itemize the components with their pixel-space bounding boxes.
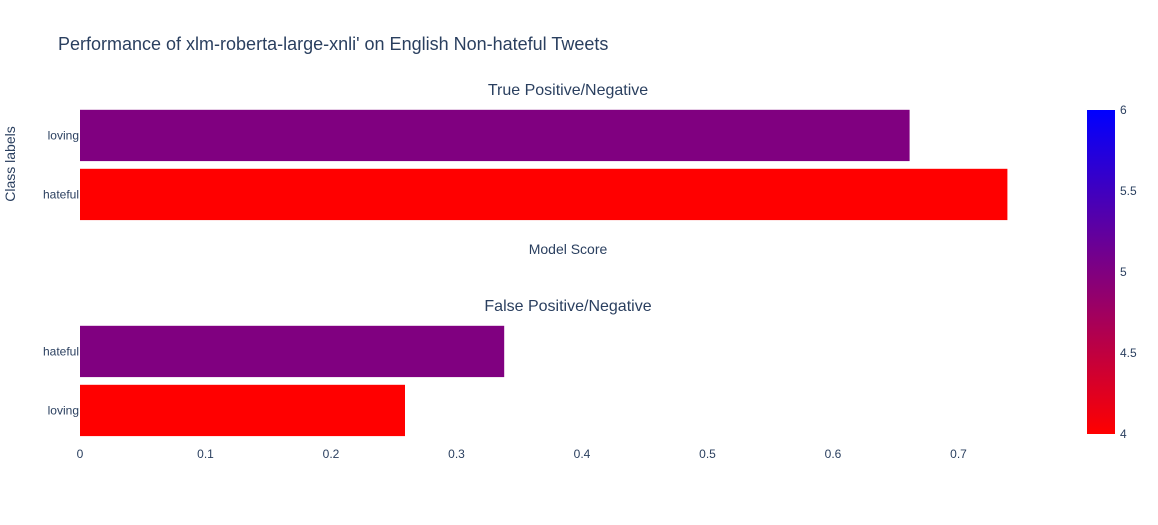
colorbar: 4 4.5 5 5.5 6 <box>1087 103 1137 441</box>
x-axis-ticks: 0 0.1 0.2 0.3 0.4 0.5 0.6 0.7 <box>77 447 968 461</box>
x-tick-label: 0.3 <box>448 447 465 461</box>
x-tick-label: 0 <box>77 447 84 461</box>
subplot-true: True Positive/Negative loving hateful Mod… <box>43 82 1008 257</box>
y-tick-label: hateful <box>43 188 79 202</box>
x-tick-label: 0.4 <box>574 447 591 461</box>
chart-title: Performance of xlm-roberta-large-xnli' o… <box>58 34 608 54</box>
colorbar-tick-label: 4.5 <box>1120 346 1137 360</box>
bar-hateful <box>80 168 1008 221</box>
y-tick-label: hateful <box>43 345 79 359</box>
colorbar-tick-label: 5.5 <box>1120 184 1137 198</box>
y-tick-label: loving <box>48 404 79 418</box>
subplot-title: True Positive/Negative <box>488 82 648 99</box>
x-tick-label: 0.1 <box>197 447 214 461</box>
y-tick-label: loving <box>48 129 79 143</box>
x-tick-label: 0.7 <box>950 447 967 461</box>
x-tick-label: 0.2 <box>323 447 340 461</box>
bar-loving <box>80 384 405 437</box>
colorbar-tick-label: 4 <box>1120 427 1127 441</box>
x-tick-label: 0.6 <box>825 447 842 461</box>
bar-hateful <box>80 325 505 378</box>
colorbar-gradient <box>1087 110 1115 434</box>
subplot-title: False Positive/Negative <box>484 298 651 315</box>
y-axis-label: Class labels <box>2 126 18 201</box>
colorbar-tick-label: 5 <box>1120 265 1127 279</box>
x-axis-label: Model Score <box>529 241 608 257</box>
bar-loving <box>80 109 910 162</box>
x-tick-label: 0.5 <box>699 447 716 461</box>
subplot-false: False Positive/Negative hateful loving <box>43 298 652 437</box>
colorbar-tick-label: 6 <box>1120 103 1127 117</box>
